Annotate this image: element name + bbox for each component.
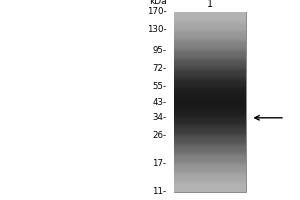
Text: 26-: 26- [152, 131, 167, 140]
Text: 55-: 55- [152, 82, 167, 91]
Text: 130-: 130- [147, 25, 167, 34]
Text: 170-: 170- [147, 7, 167, 17]
Text: 17-: 17- [152, 159, 167, 168]
Text: 72-: 72- [152, 64, 167, 73]
Text: 1: 1 [207, 0, 213, 9]
Text: 43-: 43- [152, 98, 167, 107]
Bar [174, 12, 246, 192]
Text: 95-: 95- [152, 46, 167, 55]
Text: 34-: 34- [152, 113, 167, 122]
Text: 11-: 11- [152, 188, 167, 196]
Text: kDa: kDa [149, 0, 167, 5]
